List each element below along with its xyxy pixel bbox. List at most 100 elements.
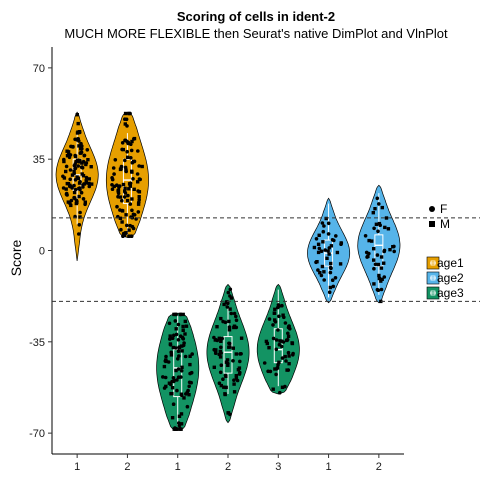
- point-F: [64, 164, 69, 169]
- point-F: [237, 372, 242, 376]
- point-F: [131, 177, 135, 181]
- point-M: [112, 184, 116, 189]
- point-F: [120, 198, 124, 203]
- y-tick-label: -70: [29, 428, 45, 440]
- point-F: [277, 304, 282, 308]
- point-M: [383, 225, 387, 230]
- point-F: [166, 360, 171, 364]
- point-F: [131, 212, 136, 217]
- point-F: [232, 311, 237, 316]
- point-F: [280, 303, 284, 308]
- point-F: [171, 376, 176, 380]
- point-F: [123, 191, 128, 195]
- point-M: [317, 233, 321, 237]
- point-M: [87, 177, 91, 181]
- point-F: [80, 165, 84, 169]
- point-F: [129, 234, 134, 238]
- point-F: [119, 227, 123, 232]
- point-F: [68, 177, 72, 182]
- point-M: [171, 345, 175, 350]
- point-M: [236, 368, 241, 372]
- point-F: [278, 390, 282, 395]
- point-M: [225, 300, 229, 304]
- point-M: [124, 168, 128, 172]
- point-F: [176, 357, 180, 361]
- point-M: [391, 245, 395, 249]
- point-M: [227, 319, 231, 324]
- point-M: [87, 181, 91, 186]
- point-M: [130, 139, 134, 144]
- point-M: [118, 167, 123, 172]
- point-F: [161, 375, 165, 379]
- point-F: [179, 393, 184, 398]
- point-F: [235, 378, 240, 383]
- point-M: [120, 220, 124, 224]
- point-M: [169, 353, 174, 357]
- point-F: [282, 315, 286, 320]
- point-M: [239, 336, 244, 340]
- point-M: [386, 227, 391, 231]
- box-iqr: [223, 336, 233, 374]
- point-F: [72, 195, 76, 200]
- point-F: [280, 356, 285, 360]
- point-M: [232, 324, 237, 328]
- point-F: [320, 221, 325, 225]
- point-M: [77, 194, 81, 199]
- point-M: [130, 197, 134, 201]
- point-F: [226, 361, 230, 366]
- point-M: [377, 273, 381, 278]
- point-F: [136, 149, 140, 153]
- point-F: [79, 190, 84, 195]
- point-F: [184, 392, 188, 396]
- point-F: [182, 341, 186, 345]
- point-M: [264, 339, 269, 344]
- point-F: [321, 229, 326, 234]
- point-M: [75, 131, 80, 135]
- point-F: [267, 317, 272, 321]
- point-M: [219, 339, 223, 343]
- point-F: [225, 305, 230, 309]
- point-F: [372, 266, 376, 271]
- point-M: [179, 427, 183, 431]
- point-M: [168, 334, 172, 338]
- point-M: [371, 211, 375, 215]
- point-F: [339, 241, 344, 245]
- point-F: [234, 314, 238, 319]
- legend-key-box: [430, 290, 436, 296]
- point-F: [231, 359, 235, 363]
- point-F: [176, 338, 181, 342]
- point-M: [377, 276, 381, 281]
- point-F: [78, 151, 83, 155]
- point-F: [328, 270, 333, 275]
- point-F: [125, 223, 129, 228]
- point-M: [182, 396, 186, 400]
- y-axis-label: Score: [8, 240, 24, 277]
- point-M: [287, 362, 291, 366]
- point-M: [137, 190, 142, 194]
- point-M: [172, 312, 176, 317]
- point-F: [227, 325, 232, 329]
- point-F: [126, 193, 130, 198]
- point-M: [127, 228, 131, 232]
- point-F: [187, 380, 192, 385]
- point-F: [228, 412, 232, 417]
- point-F: [363, 234, 368, 238]
- point-M: [224, 374, 228, 378]
- point-M: [277, 360, 281, 364]
- point-M: [123, 186, 127, 191]
- point-M: [80, 161, 84, 165]
- point-F: [78, 210, 82, 215]
- point-M: [231, 346, 235, 350]
- point-F: [85, 148, 90, 152]
- point-M: [169, 392, 173, 396]
- point-F: [125, 139, 129, 144]
- point-M: [234, 352, 238, 356]
- point-M: [62, 159, 66, 164]
- legend-label: M: [440, 217, 450, 231]
- point-F: [122, 195, 127, 199]
- point-M: [76, 121, 80, 126]
- point-M: [81, 174, 86, 178]
- point-M: [329, 244, 334, 248]
- point-M: [70, 173, 75, 177]
- point-M: [316, 242, 321, 246]
